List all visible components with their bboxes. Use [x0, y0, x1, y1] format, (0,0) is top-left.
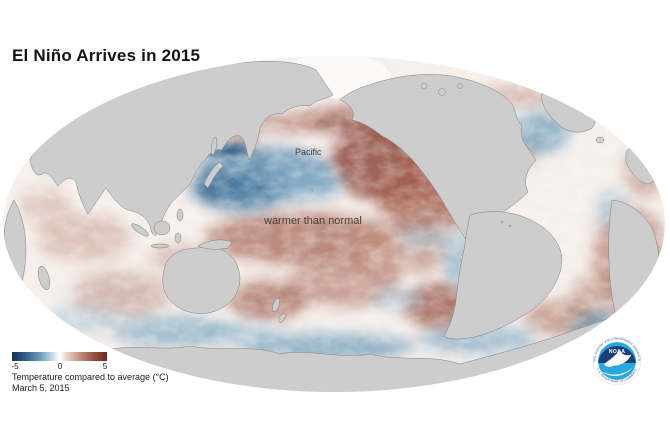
land-borneo — [153, 220, 171, 236]
noaa-acronym: NOAA — [609, 349, 625, 355]
land-caribbean-2 — [508, 224, 512, 228]
noaa-wave-icon — [601, 368, 632, 377]
land-new-guinea — [197, 239, 233, 250]
land-new-zealand-south — [278, 313, 286, 323]
land-hawaii — [310, 188, 314, 192]
land-sakhalin — [210, 136, 218, 156]
land-madagascar — [38, 266, 50, 290]
noaa-logo: NATIONAL OCEANIC AND ATMOSPHERIC ADMINIS… — [592, 336, 641, 386]
land-iceland — [595, 136, 605, 144]
land-caribbean-1 — [500, 220, 504, 224]
land-eurasia — [29, 61, 334, 236]
page-title: El Niño Arrives in 2015 — [12, 46, 201, 65]
colorbar — [12, 352, 107, 361]
colorbar-tick-max: 5 — [102, 362, 108, 371]
land-java — [150, 243, 170, 249]
colorbar-tick-mid: 0 — [57, 362, 63, 371]
land-arctic-island-2 — [438, 88, 446, 96]
land-sulawesi — [174, 232, 182, 244]
map-label-warmer-than-normal: warmer than normal — [264, 215, 362, 227]
land-new-zealand-north — [272, 298, 280, 312]
land-south-america — [443, 211, 563, 340]
colorbar-caption: Temperature compared to average (°C) — [12, 372, 169, 382]
land-sumatra — [131, 223, 149, 237]
land-australia — [162, 246, 241, 314]
noaa-bird-icon — [604, 350, 632, 367]
legend: -5 0 5 Temperature compared to average (… — [0, 0, 230, 393]
land-antarctica — [99, 317, 631, 392]
land-arctic-island-3 — [457, 83, 463, 89]
date-label: March 5, 2015 — [12, 383, 70, 393]
colorbar-tick-min: -5 — [11, 362, 19, 371]
land-philippines — [176, 208, 184, 222]
land-arctic-island-1 — [420, 82, 428, 90]
land-japan — [203, 161, 224, 189]
map-label-pacific: Pacific — [295, 147, 322, 157]
